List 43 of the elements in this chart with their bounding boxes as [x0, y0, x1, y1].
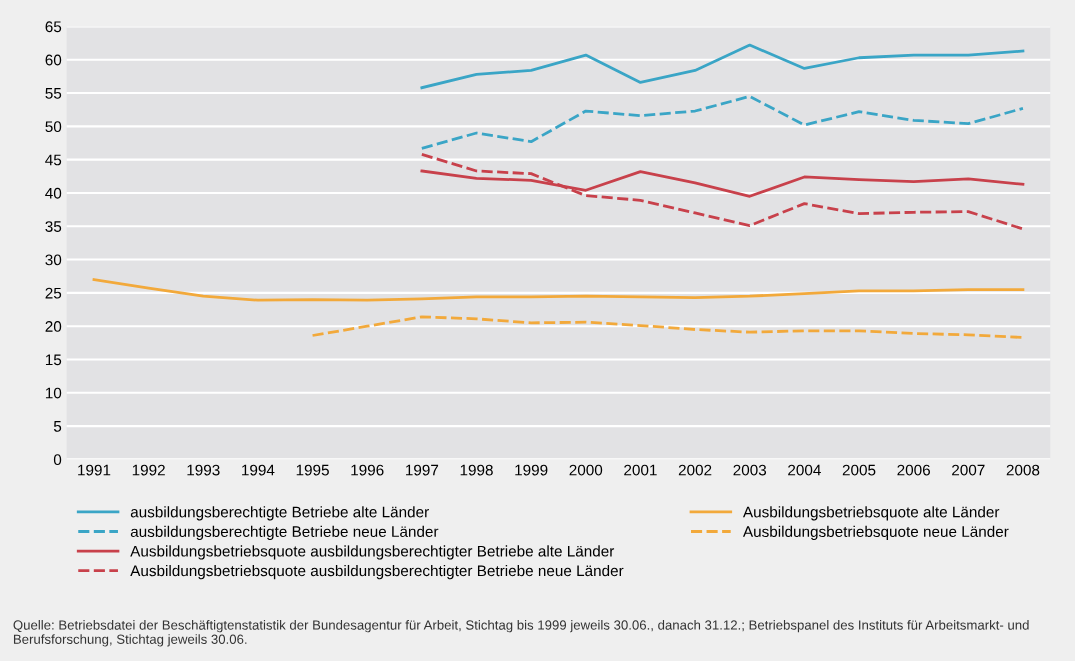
y-tick-label: 65: [45, 21, 62, 33]
legend-label: Ausbildungsbetriebsquote neue Länder: [742, 525, 1009, 541]
x-tick-label: 2000: [569, 464, 603, 476]
y-tick-label: 60: [45, 54, 62, 66]
x-tick-label: 1992: [132, 464, 165, 476]
x-tick-label: 1993: [187, 464, 220, 476]
line-series: [420, 152, 1025, 231]
x-tick-label: 1994: [242, 464, 275, 476]
y-tick-label: 10: [45, 387, 62, 399]
y-tick-label: 35: [45, 221, 62, 232]
x-tick-label: 1999: [515, 464, 548, 476]
y-tick-label: 50: [45, 121, 62, 133]
legend-label: Ausbildungsbetriebsquote alte Länder: [742, 506, 1000, 521]
line-series: [92, 278, 1025, 302]
y-tick-label: 55: [45, 88, 62, 99]
x-tick-label: 2003: [733, 464, 767, 476]
y-tick-label: 5: [53, 421, 62, 432]
line-series: [420, 94, 1025, 150]
x-tick-label: 2004: [788, 464, 821, 476]
x-tick-label: 2001: [624, 464, 657, 476]
y-tick-label: 30: [45, 254, 62, 266]
y-tick-label: 15: [45, 354, 62, 366]
x-tick-label: 1991: [78, 464, 111, 476]
x-tick-label: 2002: [678, 464, 712, 476]
x-tick-label: 1996: [351, 464, 384, 476]
legend-label: Ausbildungsbetriebsquote ausbildungsberechtigter Betriebe neue Länder: [130, 564, 624, 580]
y-tick-label: 45: [45, 154, 62, 166]
source-note: Quelle: Betriebsdatei der Beschäftigtenstatistik der Bundesagentur für Arbeit, Stichtag bis 1999 jeweils 30.06., danach 31.12.; Betriebspanel des Instituts für Arbeitsmarkt- und Berufsforschung, Stichtag jeweils 30.06.: [13, 620, 1029, 647]
x-tick-label: 1997: [406, 464, 439, 476]
x-tick-label: 2008: [1006, 464, 1040, 476]
legend-label: ausbildungsberechtigte Betriebe neue Länder: [130, 525, 439, 541]
x-tick-label: 1995: [296, 464, 329, 476]
legend-label: Ausbildungsbetriebsquote ausbildungsberechtigter Betriebe alte Länder: [130, 545, 615, 560]
y-tick-label: 0: [53, 454, 62, 466]
line-series: [420, 43, 1025, 90]
y-tick-label: 20: [45, 321, 62, 332]
x-tick-label: 2005: [842, 464, 876, 476]
x-tick-label: 2006: [897, 464, 930, 476]
y-tick-label: 40: [45, 187, 62, 199]
x-tick-label: 1998: [460, 464, 493, 476]
legend-label: ausbildungsberechtigte Betriebe alte Länder: [130, 506, 429, 521]
x-tick-label: 2007: [952, 464, 985, 476]
y-tick-label: 25: [45, 287, 62, 299]
